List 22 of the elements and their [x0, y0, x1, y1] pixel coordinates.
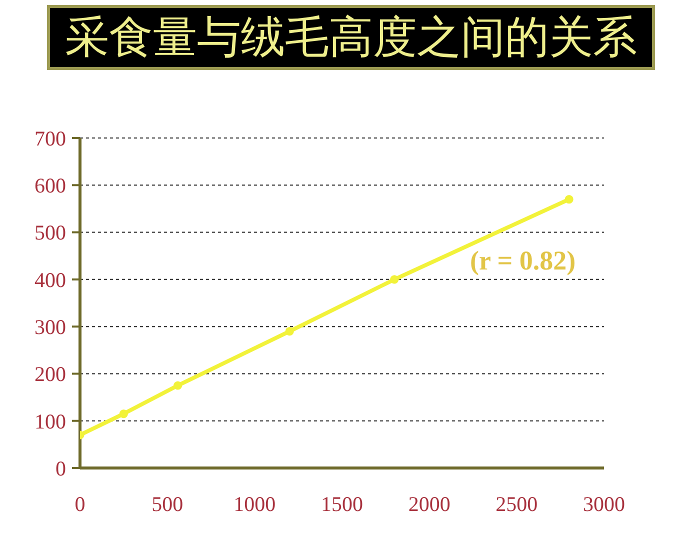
x-tick-label: 500 — [152, 492, 184, 516]
y-tick-label: 0 — [56, 456, 66, 480]
y-tick-label: 200 — [34, 362, 66, 386]
x-tick-label: 1500 — [321, 492, 363, 516]
point — [390, 275, 399, 284]
x-tick-label: 2500 — [496, 492, 538, 516]
chart-title: 采食量与绒毛高度之间的关系 — [65, 12, 637, 62]
point — [174, 381, 182, 390]
x-tick-label: 1000 — [234, 492, 276, 516]
x-tick-label: 3000 — [583, 492, 625, 516]
y-tick-label: 300 — [34, 315, 66, 340]
y-tick-label: 400 — [34, 268, 66, 292]
y-tick-label: 500 — [34, 220, 66, 245]
x-tick-label: 2000 — [408, 492, 450, 516]
point — [119, 409, 128, 418]
annotation: (r = 0.82) — [470, 246, 576, 277]
y-tick-label: 600 — [34, 174, 66, 198]
y-tick-label: 100 — [34, 409, 66, 434]
point — [564, 194, 574, 204]
y-tick-label: 700 — [34, 126, 66, 150]
x-tick-label: 0 — [74, 492, 86, 516]
point — [285, 326, 294, 336]
